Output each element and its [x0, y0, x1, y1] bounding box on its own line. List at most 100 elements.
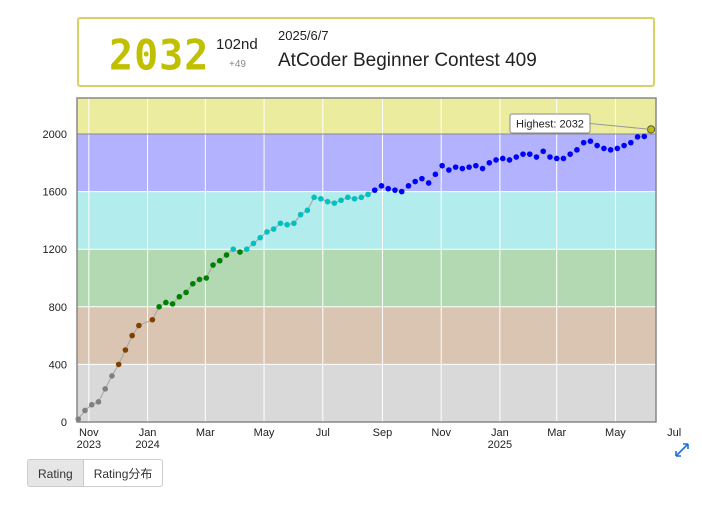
rating-point — [533, 154, 540, 160]
rating-point — [513, 154, 520, 160]
x-tick-label: Nov — [79, 427, 99, 439]
rating-point — [594, 142, 600, 149]
rating-point — [446, 167, 452, 173]
rating-point — [311, 194, 317, 201]
rating-diff: +49 — [229, 59, 246, 70]
rating-point — [499, 155, 506, 162]
x-tick-label: Jul — [667, 427, 681, 439]
rating-point — [601, 145, 607, 152]
x-tick-year-label: 2025 — [488, 439, 512, 451]
rating-point — [149, 316, 156, 323]
expand-icon[interactable] — [674, 442, 690, 458]
rating-point — [520, 151, 526, 157]
rating-point — [136, 322, 142, 329]
rating-point — [216, 257, 223, 264]
rating-point — [190, 280, 196, 287]
y-tick-label: 2000 — [43, 129, 67, 141]
rating-point — [257, 234, 264, 241]
contest-name[interactable]: AtCoder Beginner Contest 409 — [278, 50, 537, 71]
rating-point — [196, 276, 203, 283]
rating-point — [634, 134, 641, 140]
x-tick-label: May — [254, 427, 275, 439]
rating-point — [324, 198, 331, 205]
rating-band — [77, 364, 656, 422]
rating-point — [371, 187, 378, 193]
rating-point — [412, 178, 418, 185]
rating-point — [621, 142, 627, 149]
x-tick-label: Mar — [547, 427, 566, 439]
rating-point — [297, 211, 304, 218]
rating-point — [237, 249, 243, 255]
x-tick-label: Jan — [491, 427, 509, 439]
rating-point — [338, 197, 344, 204]
plot-frame — [76, 97, 657, 423]
rating-point — [365, 191, 371, 198]
rating-point — [473, 162, 479, 169]
rating-point — [425, 180, 432, 186]
rating-point — [493, 157, 499, 163]
rating-point — [75, 416, 82, 422]
rating-point — [345, 194, 351, 201]
highest-callout-box — [509, 113, 591, 134]
y-tick-label: 0 — [61, 417, 67, 429]
rating-point — [560, 155, 567, 162]
rating-point — [479, 165, 486, 172]
rating-point — [277, 220, 284, 227]
x-tick-label: Mar — [196, 427, 215, 439]
rating-band — [77, 306, 656, 365]
rating-point — [358, 194, 365, 201]
rating-point — [270, 226, 277, 232]
rating-point — [109, 373, 115, 379]
rating-point — [540, 148, 547, 155]
rating-point — [243, 246, 250, 252]
contest-date: 2025/6/7 — [278, 28, 329, 43]
x-tick-label: May — [605, 427, 626, 439]
rating-point — [439, 162, 445, 169]
y-tick-label: 1200 — [43, 244, 67, 256]
rating-point — [331, 200, 338, 206]
rating-point — [466, 164, 472, 170]
x-tick-label: Nov — [431, 427, 451, 439]
place-rank: 102nd — [216, 36, 258, 53]
rating-point — [176, 293, 183, 300]
rating-point — [587, 138, 594, 144]
rating-point — [553, 155, 560, 162]
highest-callout-label: Highest: 2032 — [516, 119, 584, 131]
rating-point — [432, 171, 439, 178]
y-tick-label: 1600 — [43, 187, 67, 199]
rating-point — [459, 165, 466, 172]
rating-point — [95, 399, 102, 405]
rating-point — [129, 332, 135, 339]
rating-point — [264, 229, 270, 235]
rating-point — [506, 157, 513, 163]
rating-point — [88, 401, 95, 408]
x-tick-label: Jul — [316, 427, 330, 439]
highest-callout-line — [589, 123, 652, 130]
rating-point — [547, 154, 553, 160]
rating-point — [250, 240, 257, 247]
rating-point — [526, 151, 533, 157]
tab-rating[interactable]: Rating — [27, 459, 84, 487]
rating-point — [574, 147, 580, 153]
y-tick-label: 400 — [49, 359, 67, 371]
rating-point — [183, 289, 189, 296]
rating-point — [156, 304, 162, 310]
rating-point — [580, 139, 587, 146]
y-tick-label: 800 — [49, 302, 67, 314]
rating-band — [77, 134, 656, 192]
rating-point — [291, 220, 297, 227]
rating-point — [230, 246, 237, 252]
rating-point — [378, 183, 385, 189]
tab-rating-distribution[interactable]: Rating分布 — [83, 459, 164, 487]
rating-point — [641, 133, 648, 140]
rating-point — [398, 188, 405, 195]
rating-point — [163, 299, 169, 306]
rating-value: 2032 — [109, 31, 210, 81]
rating-point — [82, 407, 88, 414]
rating-point — [203, 275, 210, 281]
rating-point — [385, 185, 392, 192]
x-tick-label: Jan — [139, 427, 157, 439]
x-tick-year-label: 2024 — [135, 439, 159, 451]
rating-point — [614, 145, 621, 152]
